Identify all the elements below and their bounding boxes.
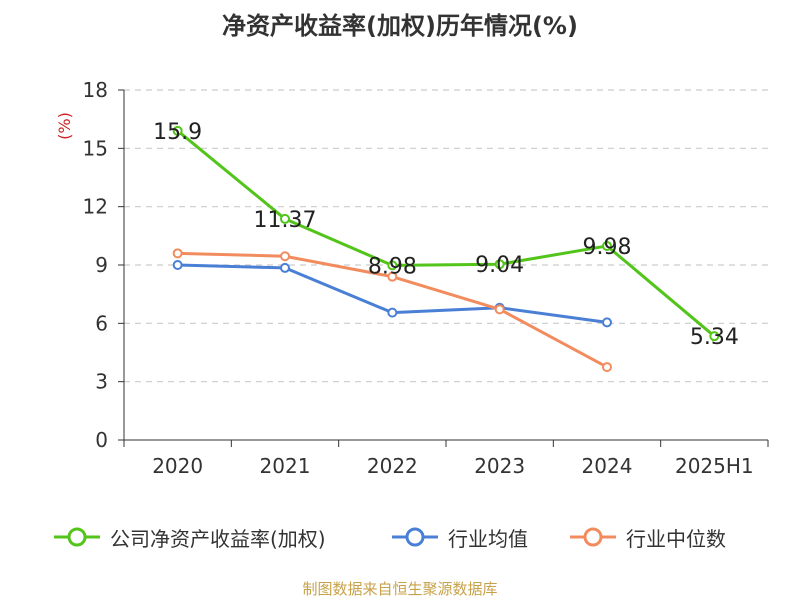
y-tick-label: 0: [95, 428, 108, 452]
data-label: 5.34: [690, 325, 739, 350]
data-label: 11.37: [254, 208, 317, 233]
y-tick-label: 12: [83, 195, 108, 219]
data-source-note: 制图数据来自恒生聚源数据库: [302, 580, 498, 598]
grid-lines: [124, 89, 768, 383]
y-tick-label: 15: [83, 136, 108, 160]
legend-marker-icon: [54, 527, 100, 547]
data-point: [280, 251, 290, 262]
y-tick-label: 3: [95, 370, 108, 394]
data-point: [494, 304, 505, 315]
data-point: [602, 317, 612, 328]
data-point: [172, 125, 183, 136]
data-point: [602, 240, 612, 251]
x-tick-label: 2025H1: [675, 454, 754, 478]
legend-item-company-roe[interactable]: 公司净资产收益率(加权): [52, 520, 326, 554]
data-label: 8.98: [368, 254, 417, 279]
y-tick-label: 6: [95, 311, 108, 335]
series-lines: [172, 125, 720, 373]
chart-title: 净资产收益率(加权)历年情况(%): [222, 12, 578, 40]
axes: 0 3 6 9 12 15 18 2020 2021 2022 2023 2024 2025H1 (%): [55, 78, 769, 478]
x-tick-label: 2024: [582, 454, 633, 478]
data-label: 9.04: [475, 253, 524, 278]
series-line-0: [176, 129, 716, 338]
x-tick-label: 2020: [152, 454, 203, 478]
legend-label: 行业均值: [448, 526, 528, 551]
legend-marker-icon: [570, 527, 616, 547]
data-labels: 15.9 11.37 8.98 9.04 9.98 5.34: [153, 120, 739, 350]
data-point: [602, 362, 612, 373]
data-point: [387, 260, 398, 271]
legend-marker-icon: [392, 527, 438, 547]
data-point: [280, 262, 290, 273]
data-point: [387, 271, 398, 282]
data-point: [280, 213, 290, 224]
data-point: [172, 248, 183, 259]
legend-item-industry-mean[interactable]: 行业均值: [390, 520, 528, 554]
data-point: [387, 307, 398, 318]
y-tick-label: 9: [95, 253, 108, 277]
data-point: [709, 331, 720, 342]
y-tick-label: 18: [83, 78, 108, 102]
legend-label: 公司净资产收益率(加权): [110, 526, 326, 551]
x-tick-label: 2022: [367, 454, 418, 478]
data-point: [172, 260, 183, 270]
data-point: [494, 259, 505, 270]
legend: 公司净资产收益率(加权) 行业均值 行业中位数: [0, 520, 800, 554]
legend-item-industry-median[interactable]: 行业中位数: [568, 520, 726, 554]
x-tick-label: 2021: [260, 454, 311, 478]
y-axis-label: (%): [55, 112, 74, 140]
data-label: 15.9: [153, 120, 202, 145]
x-tick-label: 2023: [474, 454, 525, 478]
legend-label: 行业中位数: [626, 526, 726, 551]
data-label: 9.98: [583, 235, 632, 260]
